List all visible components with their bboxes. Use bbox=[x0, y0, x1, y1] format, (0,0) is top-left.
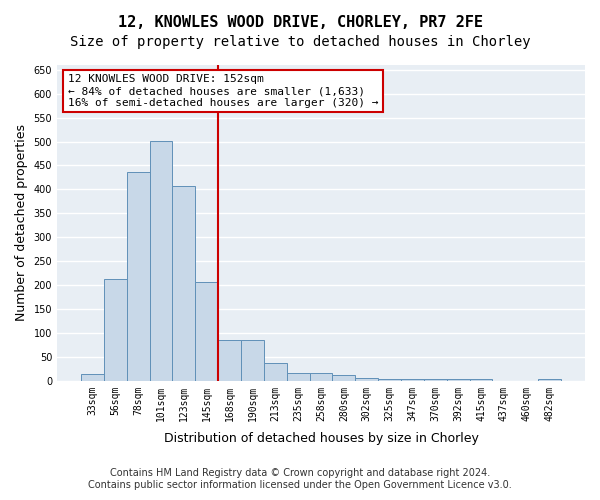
Text: Size of property relative to detached houses in Chorley: Size of property relative to detached ho… bbox=[70, 35, 530, 49]
Text: 12 KNOWLES WOOD DRIVE: 152sqm
← 84% of detached houses are smaller (1,633)
16% o: 12 KNOWLES WOOD DRIVE: 152sqm ← 84% of d… bbox=[68, 74, 378, 108]
Bar bbox=[378, 380, 401, 381]
Bar bbox=[470, 380, 493, 381]
Bar bbox=[332, 375, 355, 381]
Bar bbox=[401, 380, 424, 381]
Bar bbox=[447, 380, 470, 381]
Bar bbox=[218, 340, 241, 381]
Bar bbox=[538, 380, 561, 381]
Bar bbox=[264, 362, 287, 381]
Bar bbox=[104, 279, 127, 381]
Bar bbox=[310, 372, 332, 381]
Bar bbox=[424, 380, 447, 381]
Bar bbox=[355, 378, 378, 381]
Bar bbox=[196, 282, 218, 381]
Bar bbox=[172, 186, 196, 381]
Bar bbox=[81, 374, 104, 381]
Bar bbox=[287, 372, 310, 381]
X-axis label: Distribution of detached houses by size in Chorley: Distribution of detached houses by size … bbox=[164, 432, 478, 445]
Bar bbox=[127, 172, 149, 381]
Text: Contains HM Land Registry data © Crown copyright and database right 2024.
Contai: Contains HM Land Registry data © Crown c… bbox=[88, 468, 512, 490]
Text: 12, KNOWLES WOOD DRIVE, CHORLEY, PR7 2FE: 12, KNOWLES WOOD DRIVE, CHORLEY, PR7 2FE bbox=[118, 15, 482, 30]
Y-axis label: Number of detached properties: Number of detached properties bbox=[15, 124, 28, 322]
Bar bbox=[241, 340, 264, 381]
Bar bbox=[149, 140, 172, 381]
